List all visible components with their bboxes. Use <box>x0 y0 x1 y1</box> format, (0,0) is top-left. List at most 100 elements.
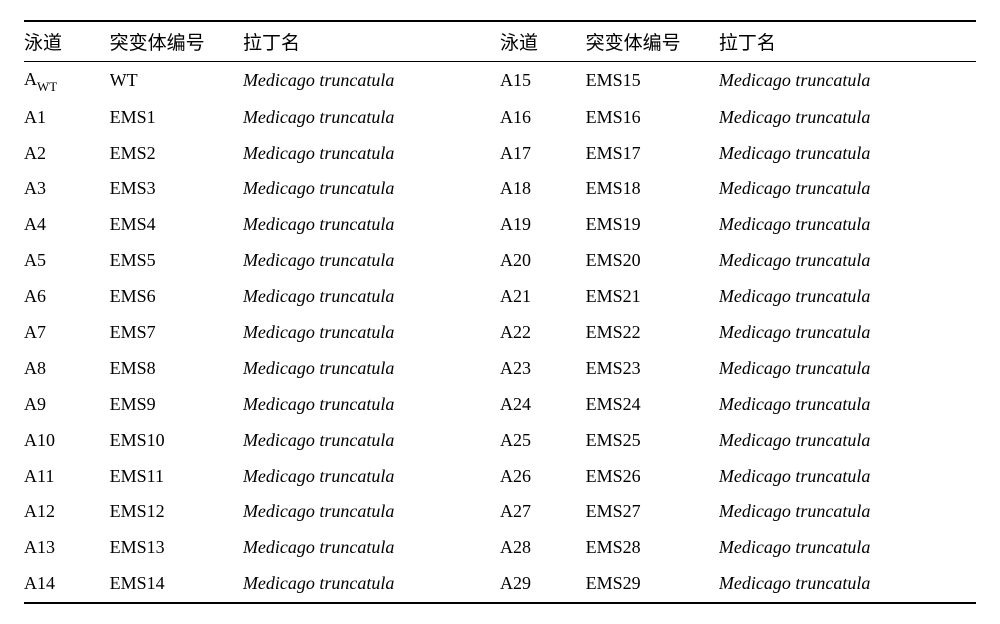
cell-mutant: EMS5 <box>110 243 243 279</box>
cell-mutant: WT <box>110 62 243 100</box>
cell-lane: A22 <box>500 315 586 351</box>
cell-lane: A26 <box>500 459 586 495</box>
cell-lane: A29 <box>500 566 586 602</box>
cell-latin: Medicago truncatula <box>719 279 976 315</box>
cell-mutant: EMS12 <box>110 494 243 530</box>
cell-mutant: EMS20 <box>586 243 719 279</box>
cell-lane: A1 <box>24 100 110 136</box>
cell-lane: A15 <box>500 62 586 100</box>
cell-lane: A5 <box>24 243 110 279</box>
cell-latin: Medicago truncatula <box>719 171 976 207</box>
header-row: 泳道 突变体编号 拉丁名 泳道 突变体编号 拉丁名 <box>24 22 976 62</box>
cell-mutant: EMS10 <box>110 423 243 459</box>
cell-latin: Medicago truncatula <box>243 279 500 315</box>
cell-lane: A27 <box>500 494 586 530</box>
cell-lane: A25 <box>500 423 586 459</box>
cell-lane: A13 <box>24 530 110 566</box>
cell-mutant: EMS17 <box>586 136 719 172</box>
cell-mutant: EMS18 <box>586 171 719 207</box>
table-row: A6EMS6Medicago truncatulaA21EMS21Medicag… <box>24 279 976 315</box>
cell-mutant: EMS16 <box>586 100 719 136</box>
cell-latin: Medicago truncatula <box>719 530 976 566</box>
cell-latin: Medicago truncatula <box>719 387 976 423</box>
table-row: A9EMS9Medicago truncatulaA24EMS24Medicag… <box>24 387 976 423</box>
table-row: A4EMS4Medicago truncatulaA19EMS19Medicag… <box>24 207 976 243</box>
cell-mutant: EMS3 <box>110 171 243 207</box>
cell-latin: Medicago truncatula <box>719 423 976 459</box>
cell-mutant: EMS26 <box>586 459 719 495</box>
cell-lane: AWT <box>24 62 110 100</box>
cell-latin: Medicago truncatula <box>243 100 500 136</box>
cell-lane: A9 <box>24 387 110 423</box>
header-lane-right: 泳道 <box>500 22 586 62</box>
cell-latin: Medicago truncatula <box>243 494 500 530</box>
cell-lane: A10 <box>24 423 110 459</box>
cell-lane: A18 <box>500 171 586 207</box>
cell-latin: Medicago truncatula <box>719 494 976 530</box>
cell-latin: Medicago truncatula <box>719 62 976 100</box>
cell-lane: A8 <box>24 351 110 387</box>
cell-lane: A24 <box>500 387 586 423</box>
cell-mutant: EMS28 <box>586 530 719 566</box>
header-mutant-left: 突变体编号 <box>110 22 243 62</box>
cell-mutant: EMS21 <box>586 279 719 315</box>
cell-lane: A2 <box>24 136 110 172</box>
cell-latin: Medicago truncatula <box>243 62 500 100</box>
cell-mutant: EMS25 <box>586 423 719 459</box>
cell-mutant: EMS2 <box>110 136 243 172</box>
cell-lane: A12 <box>24 494 110 530</box>
cell-lane: A11 <box>24 459 110 495</box>
cell-latin: Medicago truncatula <box>243 387 500 423</box>
table: 泳道 突变体编号 拉丁名 泳道 突变体编号 拉丁名 AWTWTMedicago … <box>24 22 976 602</box>
table-row: A13EMS13Medicago truncatulaA28EMS28Medic… <box>24 530 976 566</box>
table-row: A8EMS8Medicago truncatulaA23EMS23Medicag… <box>24 351 976 387</box>
table-row: A5EMS5Medicago truncatulaA20EMS20Medicag… <box>24 243 976 279</box>
mutant-table: 泳道 突变体编号 拉丁名 泳道 突变体编号 拉丁名 AWTWTMedicago … <box>24 20 976 604</box>
cell-mutant: EMS4 <box>110 207 243 243</box>
cell-lane: A7 <box>24 315 110 351</box>
table-row: A1EMS1Medicago truncatulaA16EMS16Medicag… <box>24 100 976 136</box>
cell-latin: Medicago truncatula <box>243 459 500 495</box>
cell-latin: Medicago truncatula <box>243 171 500 207</box>
cell-lane: A19 <box>500 207 586 243</box>
table-row: A10EMS10Medicago truncatulaA25EMS25Medic… <box>24 423 976 459</box>
cell-lane: A21 <box>500 279 586 315</box>
cell-mutant: EMS9 <box>110 387 243 423</box>
cell-latin: Medicago truncatula <box>243 351 500 387</box>
cell-lane: A17 <box>500 136 586 172</box>
cell-latin: Medicago truncatula <box>243 136 500 172</box>
cell-mutant: EMS8 <box>110 351 243 387</box>
cell-mutant: EMS15 <box>586 62 719 100</box>
cell-lane: A28 <box>500 530 586 566</box>
header-mutant-right: 突变体编号 <box>586 22 719 62</box>
cell-mutant: EMS13 <box>110 530 243 566</box>
cell-latin: Medicago truncatula <box>243 423 500 459</box>
cell-latin: Medicago truncatula <box>243 566 500 602</box>
header-lane-left: 泳道 <box>24 22 110 62</box>
table-row: A3EMS3Medicago truncatulaA18EMS18Medicag… <box>24 171 976 207</box>
cell-latin: Medicago truncatula <box>719 243 976 279</box>
header-latin-left: 拉丁名 <box>243 22 500 62</box>
cell-mutant: EMS23 <box>586 351 719 387</box>
table-row: A2EMS2Medicago truncatulaA17EMS17Medicag… <box>24 136 976 172</box>
cell-latin: Medicago truncatula <box>719 315 976 351</box>
cell-latin: Medicago truncatula <box>243 530 500 566</box>
table-row: A11EMS11Medicago truncatulaA26EMS26Medic… <box>24 459 976 495</box>
cell-mutant: EMS1 <box>110 100 243 136</box>
cell-lane: A14 <box>24 566 110 602</box>
table-body: AWTWTMedicago truncatulaA15EMS15Medicago… <box>24 62 976 603</box>
cell-latin: Medicago truncatula <box>243 315 500 351</box>
cell-latin: Medicago truncatula <box>719 136 976 172</box>
cell-latin: Medicago truncatula <box>243 243 500 279</box>
cell-mutant: EMS27 <box>586 494 719 530</box>
cell-lane: A6 <box>24 279 110 315</box>
cell-latin: Medicago truncatula <box>719 100 976 136</box>
cell-lane: A4 <box>24 207 110 243</box>
cell-latin: Medicago truncatula <box>719 207 976 243</box>
cell-lane: A3 <box>24 171 110 207</box>
cell-mutant: EMS24 <box>586 387 719 423</box>
cell-latin: Medicago truncatula <box>243 207 500 243</box>
cell-latin: Medicago truncatula <box>719 459 976 495</box>
cell-latin: Medicago truncatula <box>719 566 976 602</box>
table-row: A14EMS14Medicago truncatulaA29EMS29Medic… <box>24 566 976 602</box>
